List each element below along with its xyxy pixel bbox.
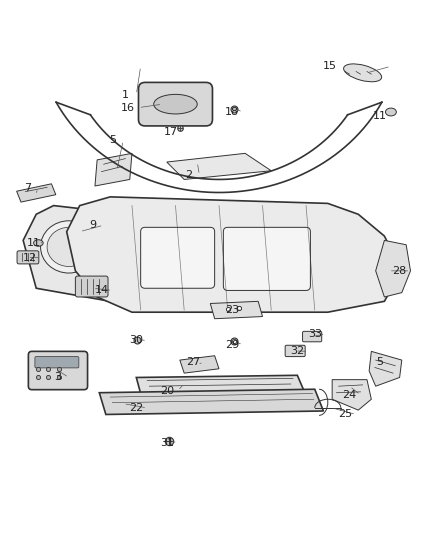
FancyBboxPatch shape xyxy=(17,251,39,264)
Polygon shape xyxy=(332,379,371,410)
Polygon shape xyxy=(99,389,323,415)
Text: 29: 29 xyxy=(225,340,239,350)
FancyBboxPatch shape xyxy=(141,228,215,288)
Text: 14: 14 xyxy=(95,286,109,295)
Text: 1: 1 xyxy=(122,90,129,100)
Text: 11: 11 xyxy=(373,111,387,122)
Polygon shape xyxy=(23,206,154,301)
Text: 23: 23 xyxy=(225,305,239,315)
FancyBboxPatch shape xyxy=(285,345,305,357)
Polygon shape xyxy=(210,301,262,319)
Text: 32: 32 xyxy=(290,346,304,357)
FancyBboxPatch shape xyxy=(75,276,108,297)
Polygon shape xyxy=(95,154,132,186)
FancyBboxPatch shape xyxy=(138,83,212,126)
Text: 7: 7 xyxy=(24,183,31,193)
Text: 11: 11 xyxy=(27,238,41,247)
Ellipse shape xyxy=(385,108,396,116)
Text: 25: 25 xyxy=(338,409,352,419)
Ellipse shape xyxy=(154,94,197,114)
Text: 15: 15 xyxy=(323,61,337,71)
Text: 27: 27 xyxy=(186,357,200,367)
Polygon shape xyxy=(376,240,410,297)
Text: 24: 24 xyxy=(343,390,357,400)
Text: 17: 17 xyxy=(164,126,178,136)
Polygon shape xyxy=(180,356,219,373)
Text: 31: 31 xyxy=(160,438,174,448)
Text: 12: 12 xyxy=(23,253,37,263)
Ellipse shape xyxy=(34,240,43,246)
Text: 5: 5 xyxy=(377,357,384,367)
Text: 16: 16 xyxy=(120,103,134,112)
Text: 2: 2 xyxy=(185,170,192,180)
Ellipse shape xyxy=(41,221,97,273)
Polygon shape xyxy=(167,154,271,180)
FancyBboxPatch shape xyxy=(28,351,88,390)
Ellipse shape xyxy=(343,64,381,82)
Text: 3: 3 xyxy=(54,373,61,383)
Text: 18: 18 xyxy=(225,107,239,117)
FancyBboxPatch shape xyxy=(223,228,311,290)
Text: 33: 33 xyxy=(308,329,322,339)
Text: 5: 5 xyxy=(109,135,116,146)
Text: 22: 22 xyxy=(129,403,143,413)
Polygon shape xyxy=(136,375,304,393)
Text: 9: 9 xyxy=(89,220,96,230)
Polygon shape xyxy=(369,351,402,386)
FancyBboxPatch shape xyxy=(303,332,322,342)
Text: 30: 30 xyxy=(129,335,143,345)
Ellipse shape xyxy=(47,228,91,266)
Ellipse shape xyxy=(92,235,116,256)
Polygon shape xyxy=(67,197,402,312)
FancyBboxPatch shape xyxy=(35,357,79,368)
Text: 28: 28 xyxy=(392,266,407,276)
Polygon shape xyxy=(17,184,56,202)
Text: 20: 20 xyxy=(160,385,174,395)
